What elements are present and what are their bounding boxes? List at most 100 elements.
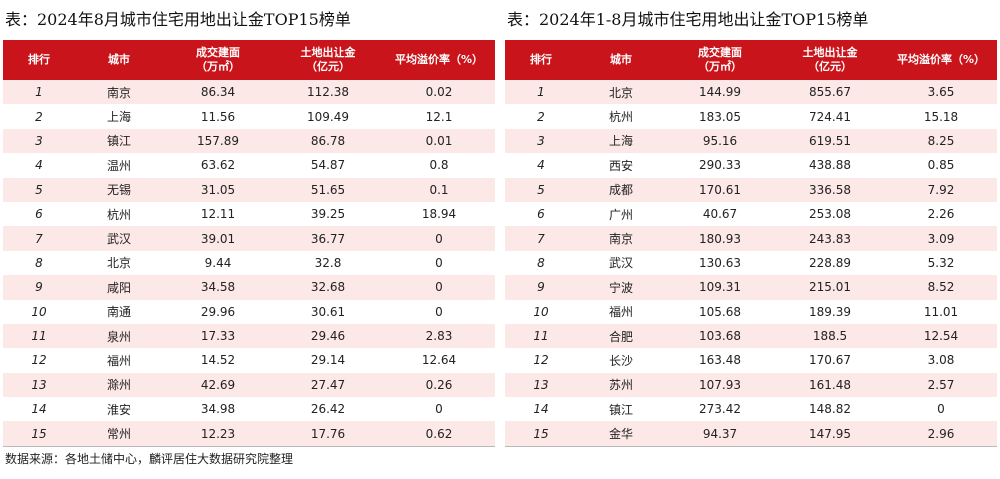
rank-cell: 4: [3, 153, 75, 178]
right-table-body: 1 北京 144.99 855.67 3.65 2 杭州 183.05 724.41 15.18 3…: [505, 80, 997, 447]
rank-cell: 10: [505, 299, 577, 324]
premium-cell: 5.32: [885, 250, 997, 276]
premium-cell: 3.65: [885, 80, 997, 105]
table-row: 10 福州 105.68 189.39 11.01: [505, 299, 997, 324]
premium-cell: 18.94: [383, 201, 495, 227]
amount-cell: 26.42: [273, 397, 383, 422]
premium-cell: 0.1: [383, 177, 495, 202]
area-cell: 29.96: [163, 299, 273, 324]
table-row: 8 北京 9.44 32.8 0: [3, 250, 495, 276]
header-amount-line2: （亿元）: [306, 60, 350, 73]
table-row: 5 无锡 31.05 51.65 0.1: [3, 177, 495, 202]
city-cell: 金华: [577, 421, 665, 447]
rank-cell: 1: [505, 80, 577, 105]
header-amount-line1: 土地出让金: [802, 46, 858, 59]
premium-cell: 0.85: [885, 153, 997, 178]
premium-cell: 12.54: [885, 323, 997, 349]
table-row: 7 武汉 39.01 36.77 0: [3, 226, 495, 251]
amount-cell: 228.89: [775, 250, 885, 276]
amount-cell: 86.78: [273, 128, 383, 154]
area-cell: 273.42: [665, 397, 775, 422]
header-area-line1: 成交建面: [698, 46, 742, 59]
rank-cell: 6: [3, 201, 75, 227]
amount-cell: 109.49: [273, 104, 383, 129]
area-cell: 130.63: [665, 250, 775, 276]
table-row: 7 南京 180.93 243.83 3.09: [505, 226, 997, 251]
premium-cell: 0.62: [383, 421, 495, 447]
city-cell: 宁波: [577, 275, 665, 300]
amount-cell: 253.08: [775, 201, 885, 227]
amount-cell: 29.46: [273, 323, 383, 349]
table-row: 13 滁州 42.69 27.47 0.26: [3, 372, 495, 398]
area-cell: 144.99: [665, 80, 775, 105]
amount-cell: 29.14: [273, 348, 383, 373]
city-cell: 武汉: [75, 226, 163, 251]
area-cell: 105.68: [665, 299, 775, 324]
header-area: 成交建面 （万㎡）: [163, 40, 273, 80]
amount-cell: 17.76: [273, 421, 383, 447]
area-cell: 31.05: [163, 177, 273, 202]
table-row: 3 镇江 157.89 86.78 0.01: [3, 128, 495, 154]
area-cell: 39.01: [163, 226, 273, 251]
rank-cell: 8: [505, 250, 577, 276]
premium-cell: 0: [383, 299, 495, 324]
rank-cell: 13: [505, 372, 577, 398]
area-cell: 107.93: [665, 372, 775, 398]
premium-cell: 12.1: [383, 104, 495, 129]
city-cell: 上海: [75, 104, 163, 129]
premium-cell: 0.26: [383, 372, 495, 398]
header-city: 城市: [75, 40, 163, 80]
city-cell: 泉州: [75, 323, 163, 349]
area-cell: 290.33: [665, 153, 775, 178]
right-panel: 表：2024年1-8月城市住宅用地出让金TOP15榜单 排行 城市 成交建面 （万…: [505, 0, 997, 447]
city-cell: 咸阳: [75, 275, 163, 300]
city-cell: 镇江: [577, 397, 665, 422]
area-cell: 94.37: [665, 421, 775, 447]
city-cell: 滁州: [75, 372, 163, 398]
rank-cell: 12: [3, 348, 75, 373]
amount-cell: 215.01: [775, 275, 885, 300]
header-area: 成交建面 （万㎡）: [665, 40, 775, 80]
premium-cell: 12.64: [383, 348, 495, 373]
area-cell: 183.05: [665, 104, 775, 129]
city-cell: 长沙: [577, 348, 665, 373]
city-cell: 镇江: [75, 128, 163, 154]
rank-cell: 1: [3, 80, 75, 105]
rank-cell: 9: [3, 275, 75, 300]
area-cell: 9.44: [163, 250, 273, 276]
premium-cell: 0.01: [383, 128, 495, 154]
header-amount: 土地出让金 （亿元）: [775, 40, 885, 80]
rank-cell: 3: [505, 128, 577, 154]
rank-cell: 15: [505, 421, 577, 447]
left-panel: 表：2024年8月城市住宅用地出让金TOP15榜单 排行 城市 成交建面 （万㎡）…: [3, 0, 495, 447]
premium-cell: 2.83: [383, 323, 495, 349]
rank-cell: 2: [505, 104, 577, 129]
area-cell: 12.23: [163, 421, 273, 447]
header-amount-line1: 土地出让金: [300, 46, 356, 59]
table-header-row: 排行 城市 成交建面 （万㎡） 土地出让金 （亿元） 平均溢价率（%）: [505, 40, 997, 80]
premium-cell: 2.57: [885, 372, 997, 398]
city-cell: 合肥: [577, 323, 665, 349]
table-row: 6 杭州 12.11 39.25 18.94: [3, 201, 495, 227]
area-cell: 170.61: [665, 177, 775, 202]
table-row: 1 北京 144.99 855.67 3.65: [505, 80, 997, 105]
header-amount-line2: （亿元）: [808, 60, 852, 73]
area-cell: 95.16: [665, 128, 775, 154]
area-cell: 34.98: [163, 397, 273, 422]
table-row: 5 成都 170.61 336.58 7.92: [505, 177, 997, 202]
data-source-note: 数据来源：各地土储中心，麟评居住大数据研究院整理: [5, 452, 294, 466]
premium-cell: 0.02: [383, 80, 495, 105]
amount-cell: 161.48: [775, 372, 885, 398]
header-amount: 土地出让金 （亿元）: [273, 40, 383, 80]
table-header-row: 排行 城市 成交建面 （万㎡） 土地出让金 （亿元） 平均溢价率（%）: [3, 40, 495, 80]
premium-cell: 2.26: [885, 201, 997, 227]
area-cell: 14.52: [163, 348, 273, 373]
right-ranking-table: 排行 城市 成交建面 （万㎡） 土地出让金 （亿元） 平均溢价率（%） 1 北京 144…: [505, 40, 997, 447]
city-cell: 南京: [75, 80, 163, 105]
rank-cell: 10: [3, 299, 75, 324]
amount-cell: 54.87: [273, 153, 383, 178]
area-cell: 103.68: [665, 323, 775, 349]
premium-cell: 15.18: [885, 104, 997, 129]
left-table-body: 1 南京 86.34 112.38 0.02 2 上海 11.56 109.49 12.1 3 镇江 1…: [3, 80, 495, 447]
table-row: 4 温州 63.62 54.87 0.8: [3, 153, 495, 178]
